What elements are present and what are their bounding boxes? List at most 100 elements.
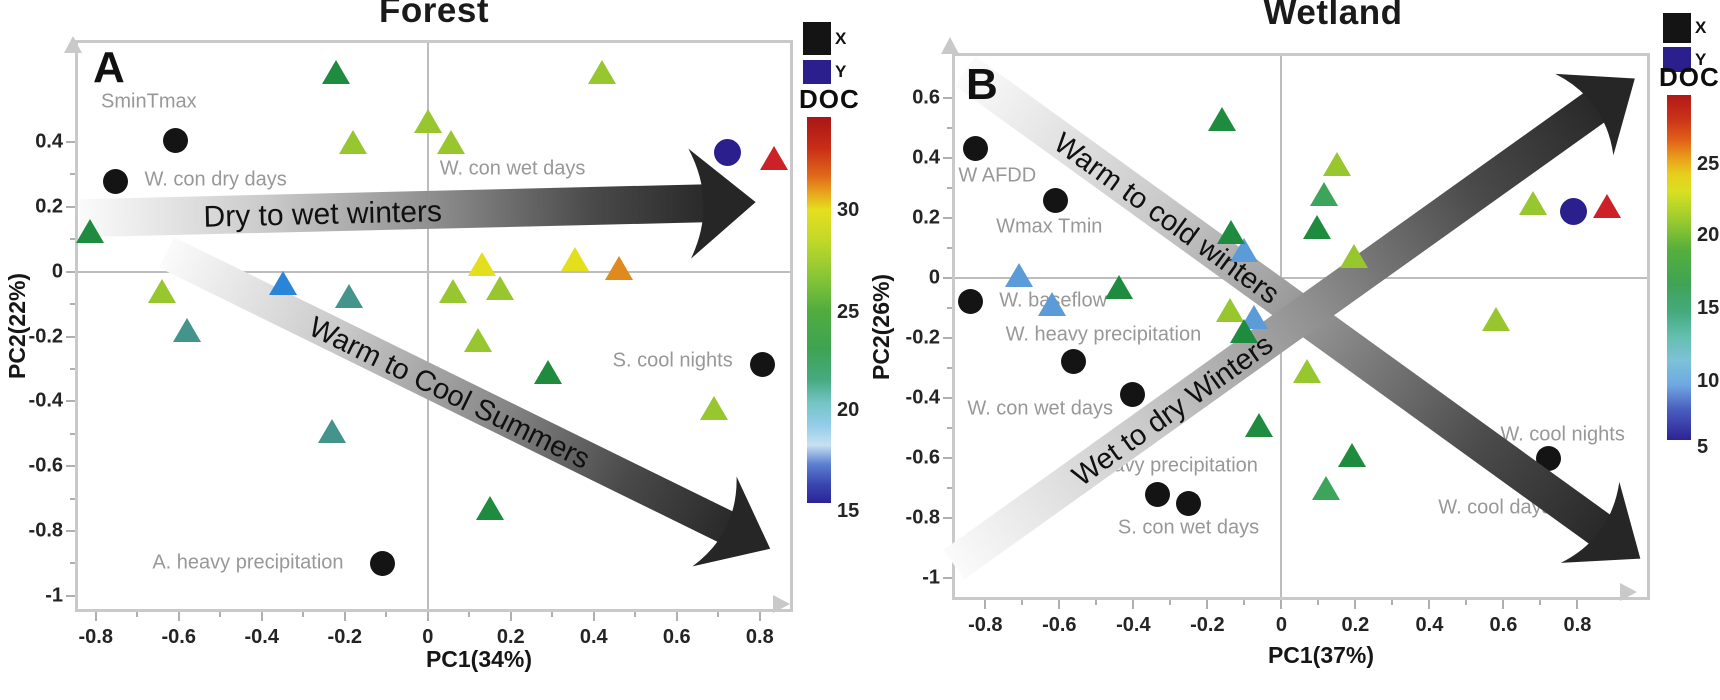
x-axis-minor-tick: [1095, 600, 1098, 605]
legend-y-label: Y: [835, 62, 847, 81]
y-axis-minor-tick: [947, 427, 952, 430]
doc-triangle: [561, 246, 590, 271]
y-axis-minor-tick: [947, 547, 952, 550]
x-variable-label: W AFDD: [958, 164, 1037, 187]
x-axis-tick: [1576, 600, 1579, 609]
y-tick-label: -0.4: [905, 386, 940, 409]
doc-triangle: [75, 219, 104, 244]
x-axis-minor-tick: [385, 612, 388, 617]
doc-triangle: [1004, 263, 1033, 288]
y-axis-tick: [943, 457, 952, 460]
x-axis-minor-tick: [219, 612, 222, 617]
doc-triangle: [268, 271, 297, 296]
x-variable-marker: [548, 190, 574, 216]
x-tick-label: 0.4: [579, 626, 608, 648]
x-variable-marker: [1119, 381, 1145, 407]
doc-triangle: [486, 275, 515, 300]
x-tick-label: -0.6: [161, 626, 196, 648]
doc-triangle: [1104, 275, 1133, 300]
doc-triangle: [413, 109, 442, 134]
x-axis-minor-tick: [1391, 600, 1394, 605]
y-tick-label: -1: [922, 566, 940, 589]
y-axis-tick: [943, 397, 952, 400]
x-tick-label: -0.2: [1190, 614, 1225, 636]
x-tick-label: 0.8: [745, 626, 774, 648]
x-variable-marker: [962, 135, 988, 161]
y-tick-label: -0.2: [28, 325, 63, 348]
x-variable-marker: [750, 351, 776, 377]
doc-triangle: [760, 146, 789, 171]
x-tick-label: -0.2: [327, 626, 362, 648]
colorbar-gradient: [1667, 95, 1691, 440]
doc-triangle: [1309, 182, 1338, 207]
legend-y-swatch: [803, 60, 831, 84]
x-variable-marker: [957, 288, 983, 314]
y-tick-label: -0.8: [28, 519, 63, 542]
y-tick-label: -0.2: [905, 326, 940, 349]
doc-triangle: [1482, 306, 1511, 331]
x-axis-tick: [984, 600, 987, 609]
doc-triangle: [173, 318, 202, 343]
doc-triangle: [467, 251, 496, 276]
y-axis-tick: [66, 400, 75, 403]
colorbar-tick-label: 25: [1697, 153, 1720, 175]
colorbar-title: DOC: [799, 84, 860, 114]
doc-triangle: [1322, 152, 1351, 177]
x-variable-label: W. cool nights: [1500, 423, 1625, 446]
doc-triangle: [318, 418, 347, 443]
y-axis-minor-tick: [947, 307, 952, 310]
x-variable-label: W. heavy precipitation: [1005, 323, 1202, 346]
y-axis-tick: [66, 529, 75, 532]
x-axis-minor-tick: [1539, 600, 1542, 605]
doc-triangle: [436, 130, 465, 155]
legend-y-swatch: [1663, 47, 1691, 72]
y-axis-minor-tick: [70, 238, 75, 241]
x-axis-tick: [1058, 600, 1061, 609]
x-tick-label: 0: [422, 626, 434, 648]
x-tick-label: -0.6: [1042, 614, 1077, 636]
x-axis-tick: [1206, 600, 1209, 609]
x-tick-label: -0.4: [244, 626, 279, 648]
colorbar-tick-label: 15: [837, 499, 860, 522]
x-variable-label: S. con wet days: [1117, 516, 1260, 539]
y-axis-tick: [66, 270, 75, 273]
doc-triangle: [438, 279, 467, 304]
x-axis-minor-tick: [717, 612, 720, 617]
y-axis-minor-tick: [70, 562, 75, 565]
doc-triangle: [1208, 107, 1237, 131]
legend-x-label: X: [835, 28, 847, 48]
zero-line-vertical: [1280, 56, 1283, 597]
y-axis-minor-tick: [947, 187, 952, 190]
colorbar-tick-label: 5: [1697, 435, 1709, 458]
y-axis-arrow-icon: [64, 36, 82, 53]
x-variable-label: W. con wet days: [439, 157, 586, 180]
y-tick-label: 0: [928, 266, 940, 289]
doc-triangle: [1593, 194, 1622, 219]
y-axis-minor-tick: [947, 247, 952, 250]
x-axis-tick: [177, 612, 180, 621]
y-axis-tick: [943, 337, 952, 340]
x-variable-label: Wmax Tmin: [996, 215, 1103, 238]
x-tick-label: 0.8: [1563, 614, 1592, 636]
doc-triangle: [322, 60, 351, 85]
panel-title-wetland: Wetland: [1263, 0, 1403, 32]
x-axis-tick: [260, 612, 263, 621]
x-axis-minor-tick: [136, 612, 139, 617]
y-axis-minor-tick: [947, 487, 952, 490]
x-axis-label-forest: PC1(34%): [425, 646, 533, 672]
arrow-text: Dry to wet winters: [203, 195, 442, 234]
legend-x-swatch: [803, 22, 831, 55]
x-axis-minor-tick: [551, 612, 554, 617]
x-variable-label: W. cool days: [1438, 496, 1552, 519]
y-variable-marker: [1560, 197, 1588, 225]
y-axis-minor-tick: [947, 367, 952, 370]
panel-letter-a: A: [93, 43, 125, 92]
doc-triangle: [339, 130, 368, 155]
annotation-arrow: Wet to dry Winters: [943, 73, 1635, 580]
x-tick-label: 0.2: [1341, 614, 1370, 636]
y-axis-minor-tick: [70, 432, 75, 435]
x-axis-tick: [509, 612, 512, 621]
colorbar-tick-label: 30: [837, 198, 860, 221]
y-axis-tick: [66, 594, 75, 597]
y-tick-label: 0: [51, 260, 63, 283]
